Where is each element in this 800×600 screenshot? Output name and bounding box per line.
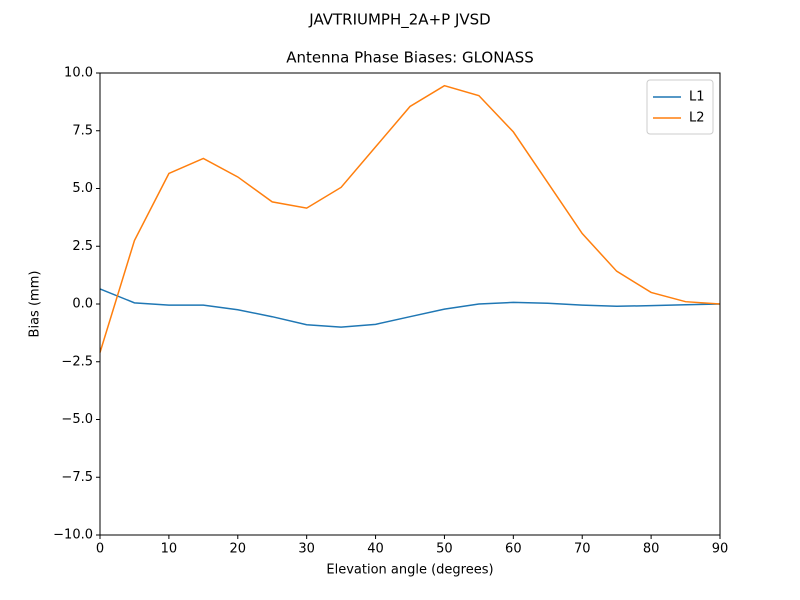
y-tick-label: −10.0 bbox=[53, 528, 93, 543]
y-tick-label: −2.5 bbox=[61, 354, 93, 369]
x-tick-label: 0 bbox=[96, 542, 104, 557]
legend-label: L1 bbox=[689, 90, 705, 105]
x-tick-label: 20 bbox=[230, 542, 247, 557]
x-tick-label: 70 bbox=[574, 542, 591, 557]
y-tick-label: 7.5 bbox=[72, 123, 93, 138]
chart-title: Antenna Phase Biases: GLONASS bbox=[286, 49, 534, 67]
y-tick-label: −5.0 bbox=[61, 412, 93, 427]
y-tick-label: −7.5 bbox=[61, 470, 93, 485]
x-tick-label: 80 bbox=[643, 542, 660, 557]
x-axis-label: Elevation angle (degrees) bbox=[326, 563, 493, 578]
y-tick-label: 0.0 bbox=[72, 297, 93, 312]
y-tick-label: 10.0 bbox=[64, 66, 93, 81]
x-tick-label: 50 bbox=[436, 542, 453, 557]
x-tick-label: 10 bbox=[161, 542, 178, 557]
y-tick-label: 5.0 bbox=[72, 181, 93, 196]
suptitle: JAVTRIUMPH_2A+P JVSD bbox=[308, 11, 490, 30]
x-tick-label: 90 bbox=[712, 542, 729, 557]
x-tick-label: 60 bbox=[505, 542, 522, 557]
series-line bbox=[99, 288, 721, 328]
series-line bbox=[99, 84, 721, 353]
y-axis-label: Bias (mm) bbox=[28, 271, 43, 338]
legend-box bbox=[646, 79, 714, 135]
plot-frame bbox=[99, 72, 721, 536]
x-tick-label: 30 bbox=[298, 542, 315, 557]
x-tick-label: 40 bbox=[367, 542, 384, 557]
legend-label: L2 bbox=[689, 111, 705, 126]
y-tick-label: 2.5 bbox=[72, 239, 93, 254]
